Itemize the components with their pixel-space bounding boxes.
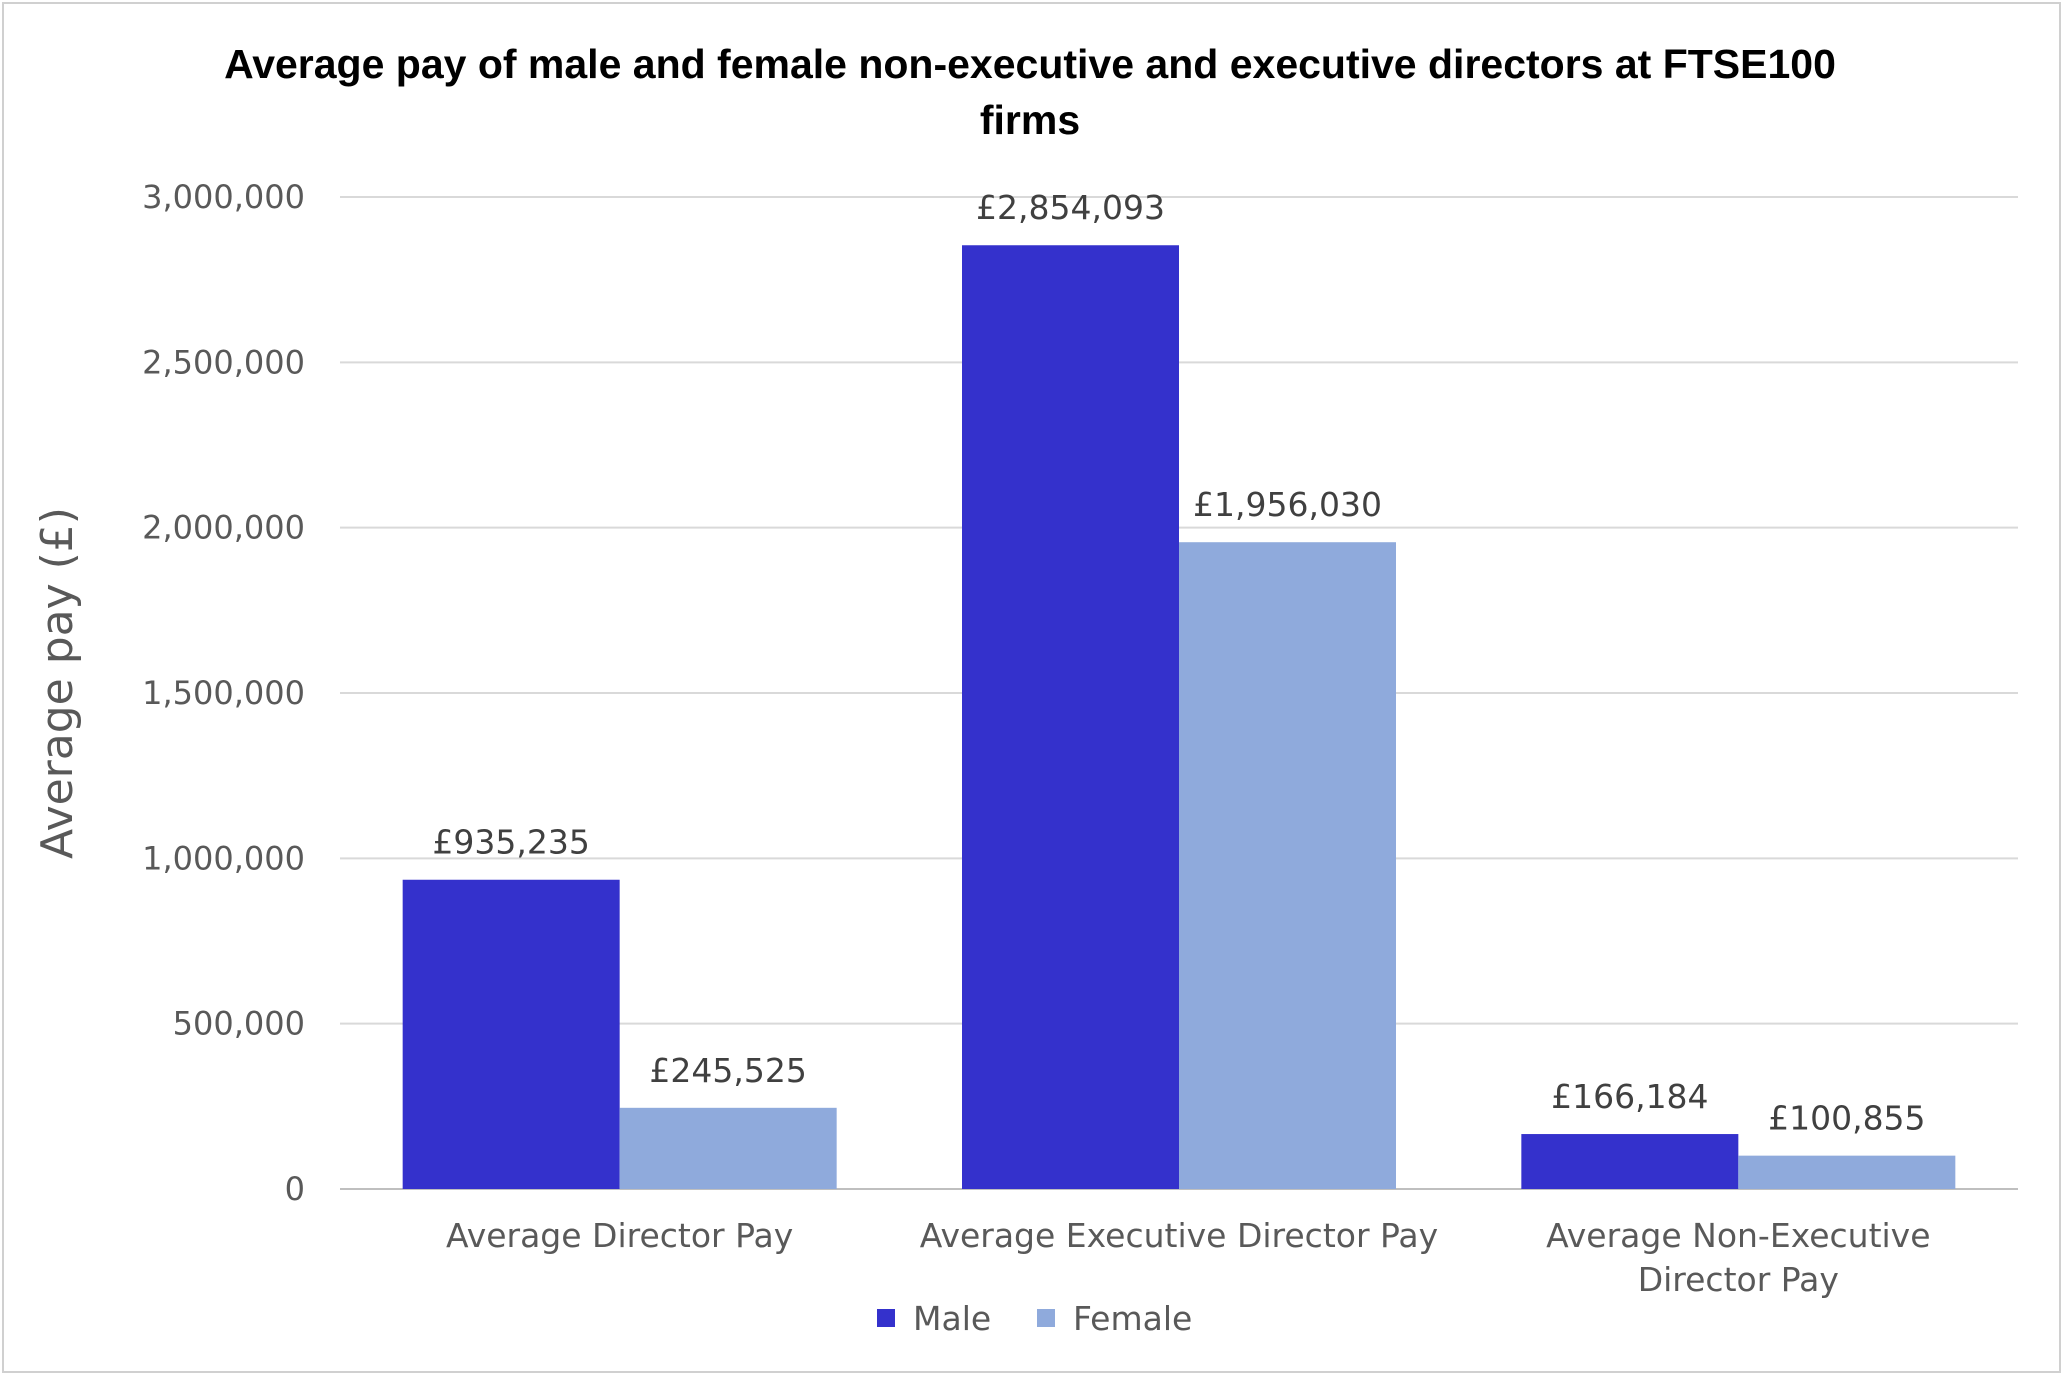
x-axis-category-labels: Average Director Pay Average Executive Di… bbox=[446, 1216, 1930, 1299]
chart-title: Average pay of male and female non-execu… bbox=[224, 41, 1836, 143]
x-category-label: Average Director Pay bbox=[446, 1216, 793, 1255]
bar-male bbox=[962, 245, 1179, 1189]
y-axis-tick-labels: 0 500,000 1,000,000 1,500,000 2,000,000 2,500… bbox=[142, 178, 305, 1208]
y-tick-label: 1,000,000 bbox=[142, 839, 305, 877]
data-label: £245,525 bbox=[649, 1051, 806, 1090]
y-tick-label: 500,000 bbox=[173, 1005, 305, 1043]
y-axis-label: Average pay (£) bbox=[32, 507, 83, 859]
bar-male bbox=[402, 879, 620, 1189]
y-tick-label: 3,000,000 bbox=[142, 178, 305, 216]
legend-label-male: Male bbox=[913, 1299, 991, 1338]
legend-swatch-male bbox=[877, 1309, 895, 1327]
bar-female bbox=[1179, 542, 1396, 1189]
data-label: £1,956,030 bbox=[1193, 485, 1382, 524]
x-category-label: Average Executive Director Pay bbox=[920, 1216, 1438, 1255]
y-tick-label: 0 bbox=[285, 1170, 305, 1208]
bar-female bbox=[1738, 1155, 1956, 1189]
y-tick-label: 1,500,000 bbox=[142, 674, 305, 712]
data-label: £935,235 bbox=[432, 823, 589, 862]
bars bbox=[402, 245, 1956, 1189]
legend-label-female: Female bbox=[1073, 1299, 1192, 1338]
data-label: £2,854,093 bbox=[976, 188, 1165, 227]
y-tick-label: 2,500,000 bbox=[142, 343, 305, 381]
y-tick-label: 2,000,000 bbox=[142, 509, 305, 547]
x-category-label: Director Pay bbox=[1638, 1260, 1839, 1299]
bar-male bbox=[1521, 1134, 1739, 1189]
x-category-label: Average Non-Executive bbox=[1546, 1216, 1930, 1255]
bar-female bbox=[619, 1107, 837, 1189]
data-labels: £935,235 £245,525 £2,854,093 £1,956,030 £166… bbox=[432, 188, 1925, 1137]
data-label: £166,184 bbox=[1551, 1077, 1708, 1116]
data-label: £100,855 bbox=[1768, 1099, 1925, 1138]
legend-swatch-female bbox=[1037, 1309, 1055, 1327]
legend: Male Female bbox=[877, 1299, 1192, 1338]
